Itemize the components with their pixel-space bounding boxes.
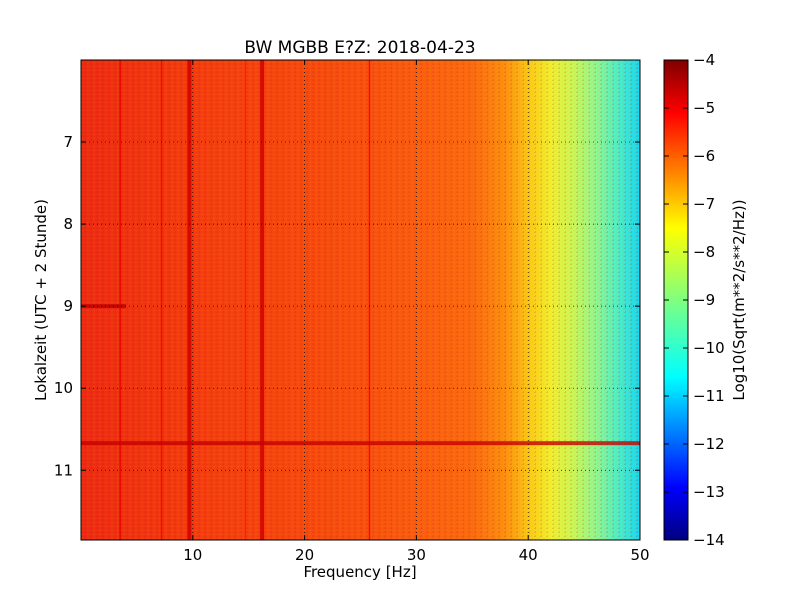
y-tick-label-1: 8 <box>63 215 73 233</box>
colorbar-ticks-layer: −4 −5 −6 −7 −8 −9 −10 −11 −12 −13 −14 <box>664 51 725 549</box>
x-ticks-layer: 10 20 30 40 50 <box>183 60 650 564</box>
spectral-band-5 <box>244 60 247 540</box>
horizontal-events-layer <box>81 304 640 446</box>
colorbar-tick-label-2: −6 <box>693 147 715 165</box>
spectral-band-0 <box>119 60 121 540</box>
event-line-1 <box>81 441 640 446</box>
y-ticks-layer: 7 8 9 10 11 <box>54 133 640 479</box>
y-tick-label-4: 11 <box>54 461 73 479</box>
y-tick-label-2: 9 <box>63 297 73 315</box>
x-tick-label-4: 50 <box>630 546 649 564</box>
event-line-0 <box>81 304 126 309</box>
y-tick-label-0: 7 <box>63 133 73 151</box>
colorbar-tick-label-4: −8 <box>693 243 715 261</box>
colorbar-tick-label-10: −14 <box>693 531 725 549</box>
grid-layer <box>81 60 640 540</box>
x-tick-label-0: 10 <box>183 546 202 564</box>
colorbar-tick-label-8: −12 <box>693 435 725 453</box>
colorbar-tick-label-1: −5 <box>693 99 715 117</box>
x-tick-label-2: 30 <box>407 546 426 564</box>
colorbar-tick-label-5: −9 <box>693 291 715 309</box>
colorbar-label: Log10(Sqrt(m**2/s**2/Hz)) <box>730 199 748 400</box>
y-axis-label: Lokalzeit (UTC + 2 Stunde) <box>32 199 50 401</box>
chart-title: BW MGBB E?Z: 2018-04-23 <box>244 38 475 58</box>
y-tick-label-3: 10 <box>54 379 73 397</box>
plot-frame <box>80 59 641 541</box>
colorbar-tick-label-7: −11 <box>693 387 725 405</box>
colorbar-tick-label-6: −10 <box>693 339 725 357</box>
spectral-band-4 <box>368 60 371 540</box>
vertical-bands-layer <box>119 60 371 540</box>
x-axis-label: Frequency [Hz] <box>303 563 416 581</box>
plot-area <box>81 60 640 540</box>
colorbar-tick-label-0: −4 <box>693 51 715 69</box>
colorbar-tick-label-3: −7 <box>693 195 715 213</box>
spectral-band-1 <box>160 60 163 540</box>
colorbar-tick-label-9: −13 <box>693 483 725 501</box>
colorbar: −4 −5 −6 −7 −8 −9 −10 −11 −12 −13 −14 Log10(Sqrt(m… <box>663 51 748 549</box>
spectral-band-2 <box>187 60 192 540</box>
spectral-band-3 <box>260 60 265 540</box>
x-tick-label-1: 20 <box>295 546 314 564</box>
x-tick-label-3: 40 <box>519 546 538 564</box>
spectrogram-noise <box>81 60 640 540</box>
